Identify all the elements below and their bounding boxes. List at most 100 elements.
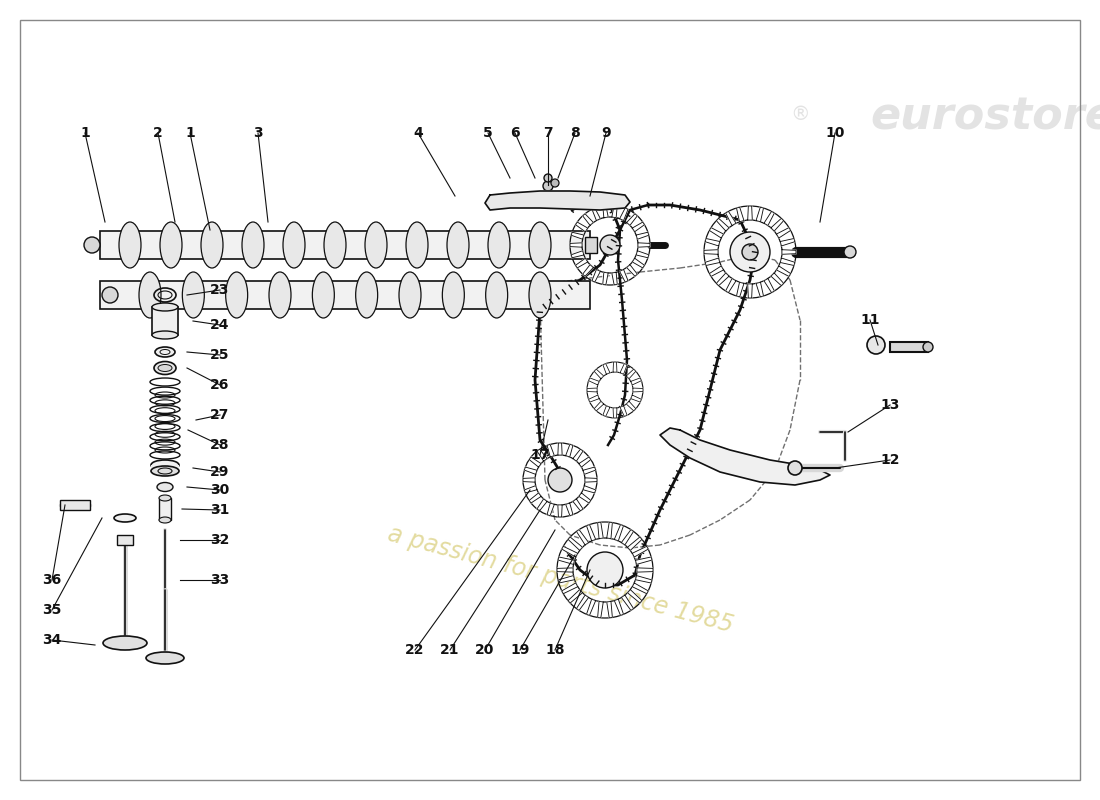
Ellipse shape: [157, 482, 173, 491]
Polygon shape: [632, 222, 645, 232]
Circle shape: [600, 235, 620, 255]
Polygon shape: [613, 362, 617, 372]
Polygon shape: [547, 444, 554, 457]
Polygon shape: [710, 266, 724, 277]
Polygon shape: [568, 590, 583, 603]
Polygon shape: [627, 214, 637, 226]
Bar: [160, 498, 170, 520]
Text: 26: 26: [210, 378, 230, 392]
Circle shape: [867, 336, 886, 354]
Polygon shape: [737, 207, 744, 222]
Polygon shape: [529, 457, 541, 467]
Ellipse shape: [365, 222, 387, 268]
Text: 25: 25: [210, 348, 230, 362]
Polygon shape: [630, 395, 641, 402]
Polygon shape: [636, 575, 652, 583]
Polygon shape: [620, 363, 627, 374]
Circle shape: [742, 244, 758, 260]
Polygon shape: [586, 599, 596, 615]
Ellipse shape: [160, 517, 170, 523]
Text: 17: 17: [530, 448, 550, 462]
Polygon shape: [710, 227, 724, 238]
Text: 31: 31: [210, 503, 230, 517]
Polygon shape: [756, 207, 763, 222]
Text: 30: 30: [210, 483, 230, 497]
Polygon shape: [603, 206, 608, 218]
Ellipse shape: [406, 222, 428, 268]
Circle shape: [788, 461, 802, 475]
Polygon shape: [627, 265, 637, 276]
Bar: [100, 231, 590, 259]
Polygon shape: [594, 369, 604, 378]
Polygon shape: [557, 568, 573, 572]
Text: 1: 1: [80, 126, 90, 140]
Circle shape: [923, 342, 933, 352]
Polygon shape: [565, 503, 573, 516]
Polygon shape: [637, 568, 653, 572]
Polygon shape: [705, 258, 719, 266]
Polygon shape: [782, 250, 796, 254]
Ellipse shape: [139, 272, 161, 318]
Text: 2: 2: [153, 126, 163, 140]
Ellipse shape: [201, 222, 223, 268]
Ellipse shape: [114, 514, 136, 522]
Polygon shape: [630, 378, 641, 385]
Ellipse shape: [152, 303, 178, 311]
Polygon shape: [614, 525, 624, 541]
Bar: [151, 465, 179, 471]
Polygon shape: [585, 478, 597, 482]
Ellipse shape: [151, 466, 179, 476]
Ellipse shape: [355, 272, 377, 318]
Polygon shape: [660, 428, 830, 485]
Polygon shape: [780, 258, 795, 266]
Text: 4: 4: [414, 126, 422, 140]
Ellipse shape: [324, 222, 346, 268]
Polygon shape: [632, 388, 644, 392]
Polygon shape: [522, 478, 535, 482]
Polygon shape: [636, 250, 649, 258]
Polygon shape: [603, 363, 609, 374]
Ellipse shape: [529, 272, 551, 318]
Polygon shape: [716, 273, 729, 286]
Polygon shape: [748, 206, 752, 220]
Polygon shape: [592, 270, 601, 282]
Text: 11: 11: [860, 313, 880, 327]
Polygon shape: [726, 278, 736, 293]
Polygon shape: [575, 222, 587, 232]
Text: 10: 10: [825, 126, 845, 140]
Polygon shape: [562, 546, 578, 557]
Polygon shape: [565, 444, 573, 457]
Text: 21: 21: [440, 643, 460, 657]
Polygon shape: [571, 232, 584, 239]
Polygon shape: [777, 227, 791, 238]
Text: 19: 19: [510, 643, 530, 657]
Polygon shape: [573, 449, 583, 461]
Polygon shape: [627, 590, 642, 603]
Polygon shape: [716, 218, 729, 231]
Ellipse shape: [529, 222, 551, 268]
Polygon shape: [558, 575, 574, 583]
Text: 8: 8: [570, 126, 580, 140]
Polygon shape: [583, 265, 593, 276]
Polygon shape: [726, 211, 736, 226]
Circle shape: [102, 287, 118, 303]
Ellipse shape: [119, 222, 141, 268]
Circle shape: [551, 179, 559, 187]
Polygon shape: [583, 467, 596, 474]
Text: 22: 22: [405, 643, 425, 657]
Text: a passion for parts since 1985: a passion for parts since 1985: [385, 522, 736, 638]
Polygon shape: [562, 583, 578, 594]
Polygon shape: [607, 522, 613, 538]
Polygon shape: [607, 602, 613, 618]
Bar: [585, 237, 597, 253]
Polygon shape: [588, 395, 600, 402]
Polygon shape: [576, 595, 588, 610]
Text: 34: 34: [42, 633, 62, 647]
Polygon shape: [737, 282, 744, 297]
Polygon shape: [583, 214, 593, 226]
Ellipse shape: [151, 460, 179, 470]
Polygon shape: [603, 406, 609, 417]
Polygon shape: [636, 557, 652, 565]
Polygon shape: [777, 266, 791, 277]
Circle shape: [730, 232, 770, 272]
